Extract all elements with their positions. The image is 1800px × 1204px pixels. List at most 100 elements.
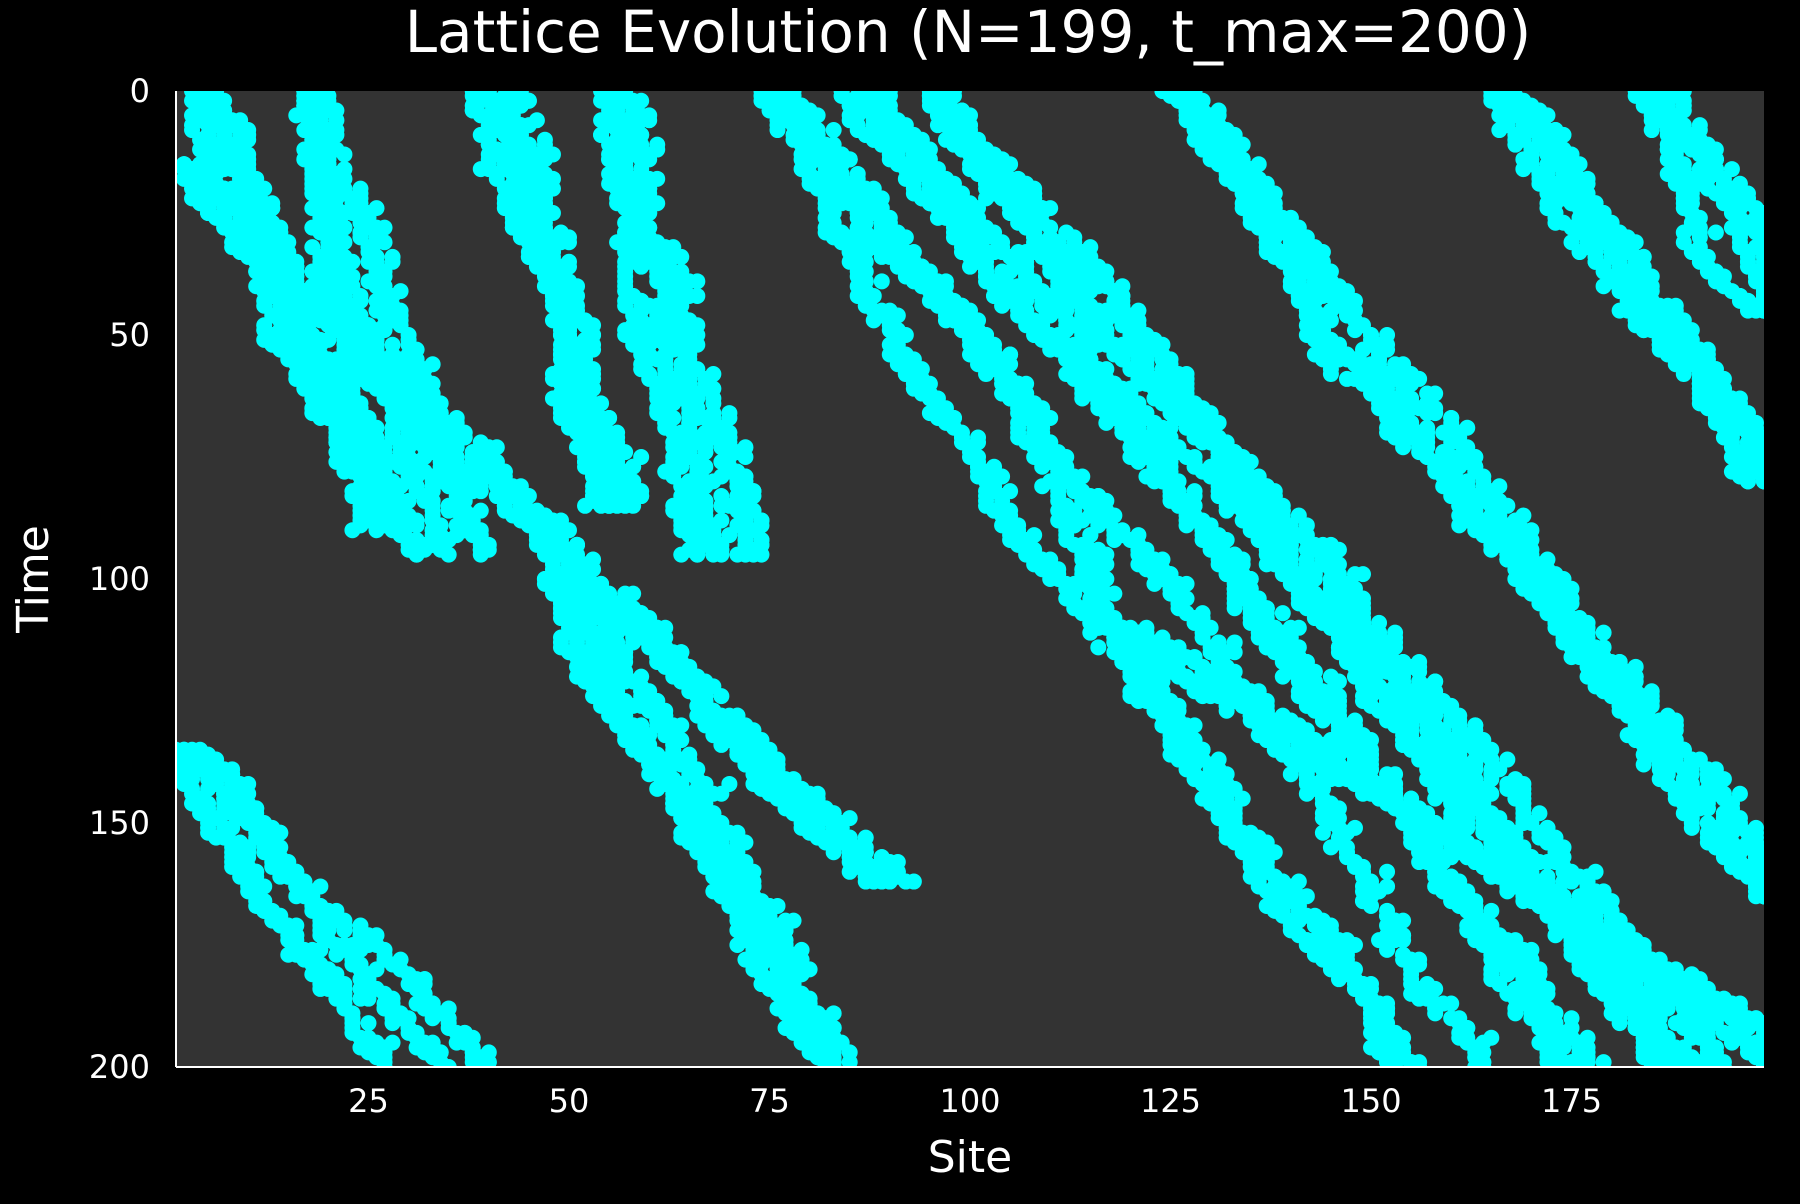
site-point — [1282, 766, 1299, 783]
site-point — [1363, 897, 1380, 914]
site-point — [1090, 639, 1107, 656]
site-point — [633, 258, 650, 275]
site-point — [569, 536, 586, 553]
site-point — [512, 97, 529, 114]
site-point — [400, 409, 417, 426]
site-point — [593, 449, 610, 465]
site-point — [1106, 585, 1123, 602]
site-point — [520, 248, 537, 265]
site-point — [448, 458, 465, 475]
band-band-c — [464, 91, 650, 514]
site-point — [1130, 453, 1147, 470]
site-point — [440, 502, 457, 519]
site-point — [1395, 932, 1412, 949]
site-point — [577, 497, 594, 514]
site-point — [633, 151, 650, 168]
site-point — [408, 517, 425, 534]
site-point — [1427, 790, 1444, 807]
site-point — [889, 253, 906, 270]
site-point — [1322, 839, 1339, 856]
site-point — [673, 287, 690, 304]
site-point — [232, 244, 249, 261]
site-point — [1346, 961, 1363, 978]
site-point — [833, 834, 850, 851]
site-point — [544, 273, 561, 290]
site-point — [1379, 863, 1396, 880]
site-point — [1314, 941, 1331, 958]
site-point — [657, 658, 674, 675]
site-point — [713, 546, 730, 563]
site-point — [905, 873, 922, 890]
site-point — [1082, 624, 1099, 641]
site-point — [536, 536, 553, 553]
site-point — [673, 248, 690, 265]
site-point — [504, 190, 521, 207]
site-point — [937, 312, 954, 329]
site-point — [689, 273, 706, 290]
site-point — [713, 736, 730, 753]
site-point — [1330, 971, 1347, 988]
site-point — [1146, 575, 1163, 592]
site-point — [1106, 531, 1123, 548]
site-point — [625, 497, 642, 514]
site-point — [753, 546, 770, 563]
site-point — [248, 263, 265, 280]
site-point — [376, 234, 393, 251]
site-point — [272, 278, 289, 295]
site-point — [1034, 478, 1051, 495]
site-point — [585, 327, 602, 343]
site-point — [873, 858, 890, 875]
site-point — [1379, 1005, 1396, 1022]
site-point — [416, 400, 433, 417]
site-point — [336, 331, 353, 348]
site-point — [769, 122, 786, 139]
site-point — [673, 546, 690, 563]
site-point — [673, 312, 690, 329]
site-point — [689, 287, 706, 304]
site-point — [344, 522, 361, 539]
site-point — [1186, 756, 1203, 773]
site-point — [440, 546, 457, 563]
site-point — [296, 122, 313, 139]
site-point — [1427, 1005, 1444, 1022]
site-point — [865, 312, 882, 329]
site-point — [737, 449, 754, 465]
site-point — [585, 409, 602, 426]
site-point — [1314, 824, 1331, 841]
site-point — [793, 122, 810, 139]
site-point — [729, 546, 746, 563]
site-point — [488, 478, 505, 495]
site-point — [472, 483, 489, 500]
site-point — [560, 556, 577, 573]
site-point — [1202, 795, 1219, 812]
site-point — [1379, 941, 1396, 958]
site-point — [865, 205, 882, 221]
site-point — [641, 200, 658, 217]
chart-title: Lattice Evolution (N=199, t_max=200) — [405, 0, 1532, 66]
site-point — [785, 107, 802, 124]
site-point — [544, 170, 561, 187]
site-point — [288, 107, 305, 124]
data-marks — [176, 91, 1764, 1067]
site-point — [737, 756, 754, 773]
site-point — [376, 385, 393, 402]
site-point — [978, 366, 995, 383]
site-point — [1090, 517, 1107, 534]
site-point — [593, 126, 610, 143]
site-point — [1274, 605, 1291, 622]
site-point — [809, 141, 826, 158]
site-point — [825, 122, 842, 139]
site-point — [601, 497, 618, 514]
site-point — [865, 873, 882, 890]
site-point — [560, 234, 577, 251]
site-point — [873, 273, 890, 290]
site-point — [280, 263, 297, 280]
site-point — [673, 341, 690, 358]
site-point — [841, 863, 858, 880]
site-point — [857, 844, 874, 861]
site-point — [1226, 644, 1243, 661]
site-point — [408, 546, 425, 563]
site-point — [713, 688, 730, 705]
